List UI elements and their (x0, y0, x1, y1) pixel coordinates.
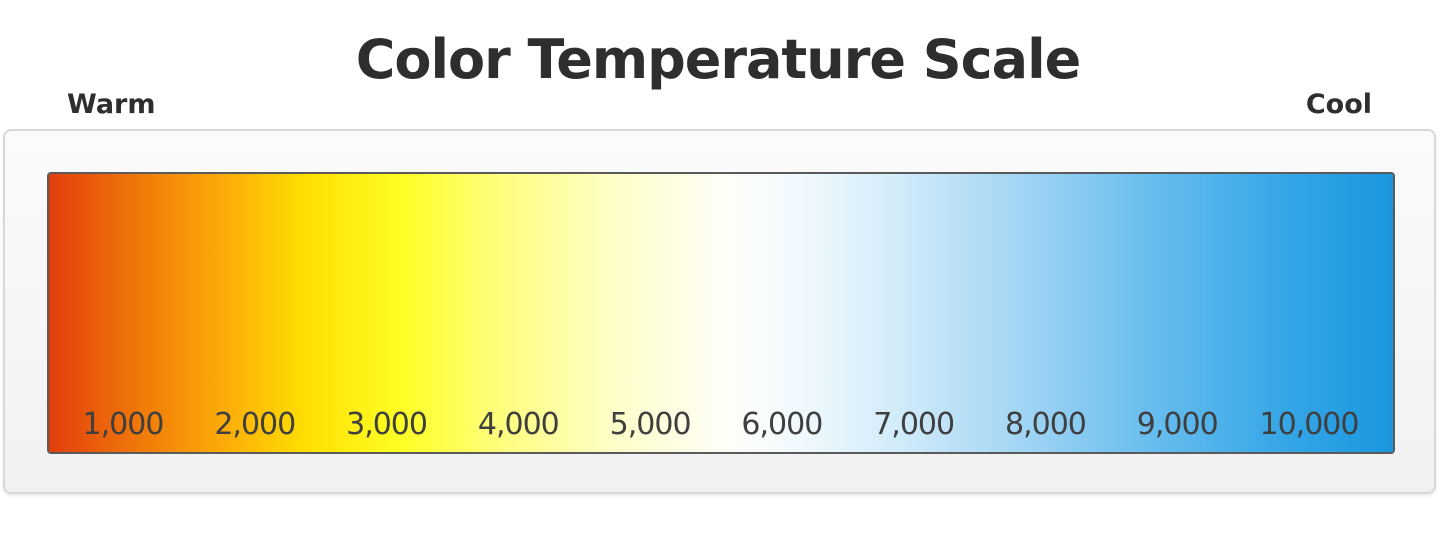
cool-label: Cool (1305, 89, 1372, 120)
page-title: Color Temperature Scale (355, 28, 1081, 91)
tick-label: 9,000 (1136, 407, 1219, 442)
tick-label: 7,000 (873, 407, 955, 442)
tick-label: 6,000 (741, 407, 823, 442)
tick-label: 1,000 (82, 407, 165, 442)
tick-label: 8,000 (1004, 407, 1087, 442)
tick-label: 5,000 (609, 407, 692, 442)
tick-label: 3,000 (346, 407, 428, 442)
color-temperature-gradient-bar (47, 172, 1395, 454)
tick-label: 2,000 (214, 407, 296, 442)
tick-label: 4,000 (477, 407, 560, 442)
tick-label: 10,000 (1259, 407, 1360, 442)
warm-label: Warm (67, 89, 156, 120)
gradient-fill (49, 174, 1393, 452)
tick-labels: 1,000 2,000 3,000 4,000 5,000 6,000 7,000 8,000… (57, 403, 1385, 447)
